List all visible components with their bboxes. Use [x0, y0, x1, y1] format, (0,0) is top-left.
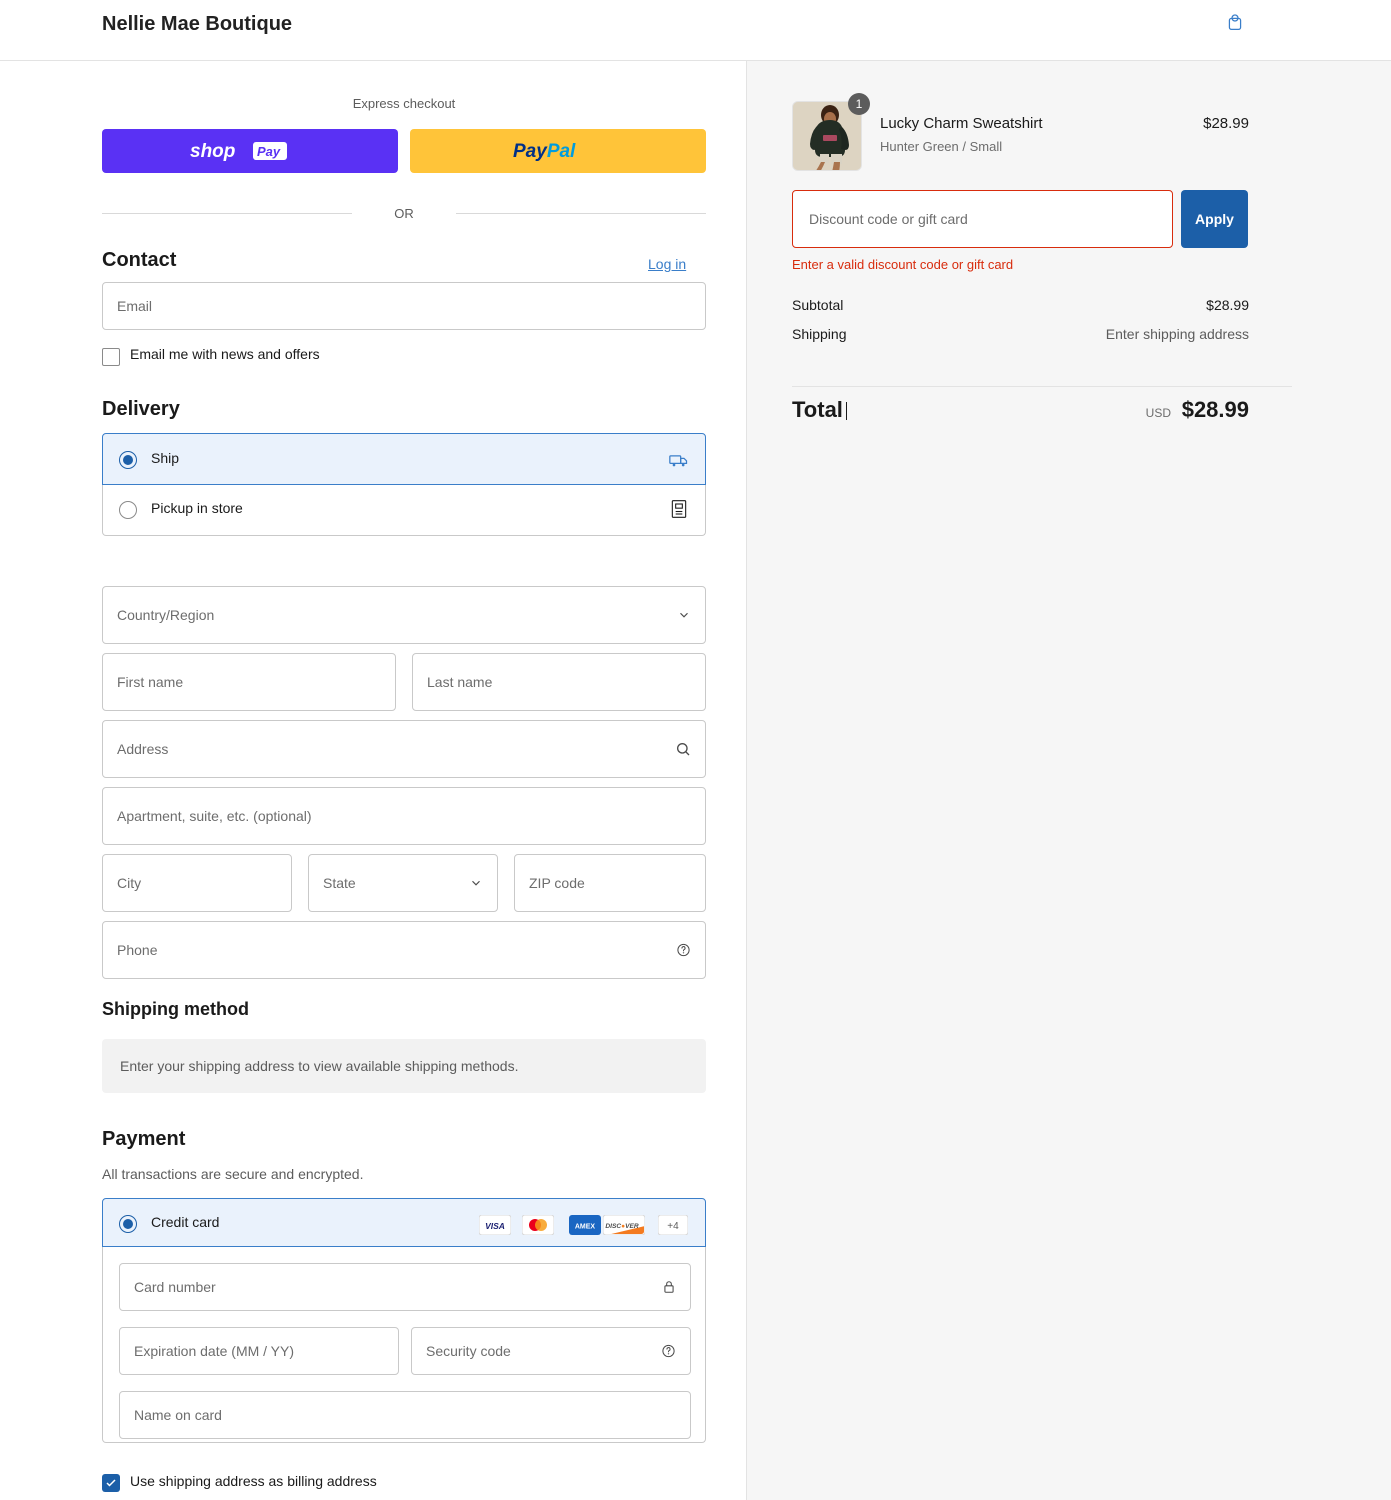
svg-text:DISC●VER: DISC●VER [605, 1223, 639, 1230]
svg-text:VISA: VISA [485, 1221, 505, 1231]
svg-text:shop: shop [190, 141, 235, 162]
svg-text:AMEX: AMEX [575, 1224, 596, 1231]
svg-text:PayPal: PayPal [513, 141, 576, 162]
svg-text:+4: +4 [667, 1221, 679, 1232]
svg-text:Pay: Pay [257, 144, 281, 159]
